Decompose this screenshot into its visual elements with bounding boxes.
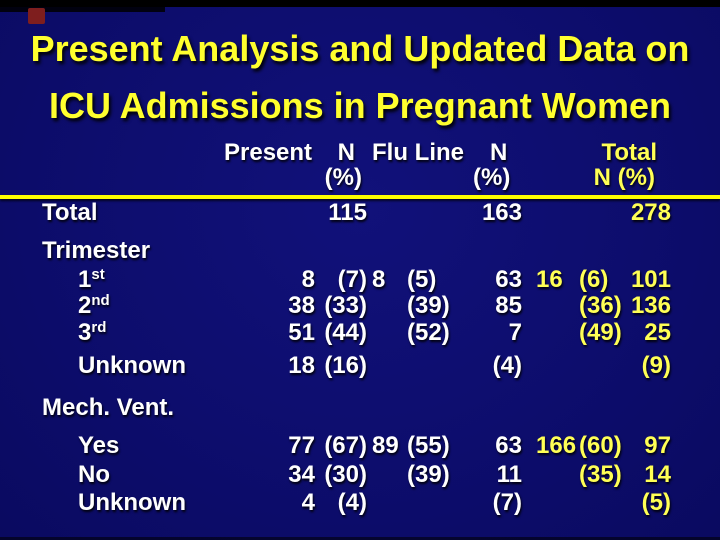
corner-decoration-square bbox=[28, 8, 45, 24]
cell-my-present-n: 77 bbox=[288, 432, 315, 459]
cell-total-overall-n: 278 bbox=[630, 199, 671, 226]
bottom-edge-decoration bbox=[0, 537, 720, 540]
row-label-mech-unknown: Unknown bbox=[78, 489, 186, 516]
table-section-trimester: Trimester bbox=[0, 238, 720, 266]
cell-t1-present-pct: (7) bbox=[337, 266, 367, 293]
cell-t2-n: 85 bbox=[495, 292, 522, 319]
cell-t2-flu-pct: (39) bbox=[407, 292, 450, 319]
table-header-row-1: Present N Flu Line N Total bbox=[0, 140, 720, 168]
cell-t1-flu-n: 8 bbox=[372, 266, 386, 293]
cell-mu-total-n2: (5) bbox=[641, 489, 671, 516]
section-label-trimester: Trimester bbox=[42, 237, 151, 264]
cell-my-total-n1: 166 bbox=[536, 432, 577, 459]
header-total-label: Total bbox=[601, 139, 657, 166]
cell-t1-flu-pct: (5) bbox=[407, 266, 437, 293]
header-flu-n-label: N bbox=[490, 139, 508, 166]
cell-mn-flu-pct: (39) bbox=[407, 461, 450, 488]
cell-t1-total-n1: 16 bbox=[536, 266, 563, 293]
header-present-n-label: N bbox=[337, 139, 355, 166]
cell-mn-present-pct: (30) bbox=[324, 461, 367, 488]
cell-tu-total-n2: (9) bbox=[641, 352, 671, 379]
cell-t1-n: 63 bbox=[495, 266, 522, 293]
cell-my-flu-pct: (55) bbox=[407, 432, 450, 459]
cell-t3-present-n: 51 bbox=[288, 319, 315, 346]
table-row-trimester-2: 2nd 38 (33) (39) 85 (36) 136 bbox=[0, 292, 720, 321]
row-label-total: Total bbox=[42, 199, 98, 226]
header-total-npct-label: N (%) bbox=[593, 164, 655, 191]
row-label-mech-no: No bbox=[78, 461, 110, 488]
cell-tu-present-n: 18 bbox=[288, 352, 315, 379]
cell-tu-present-pct: (16) bbox=[324, 352, 367, 379]
cell-t1-total-pct: (6) bbox=[579, 266, 609, 293]
cell-t2-total-n2: 136 bbox=[630, 292, 671, 319]
slide-title: Present Analysis and Updated Data on ICU… bbox=[0, 20, 720, 134]
table-section-mech-vent: Mech. Vent. bbox=[0, 395, 720, 423]
row-label-trimester-1: 1st bbox=[78, 266, 105, 293]
top-edge-decoration bbox=[0, 0, 720, 7]
header-flu-pct-label: (%) bbox=[473, 164, 511, 191]
table-row-mech-unknown: Unknown 4 (4) (7) (5) bbox=[0, 490, 720, 518]
row-label-trimester-2: 2nd bbox=[78, 292, 110, 319]
cell-t3-flu-pct: (52) bbox=[407, 319, 450, 346]
cell-my-total-n2: 97 bbox=[644, 432, 671, 459]
cell-t1-total-n2: 101 bbox=[630, 266, 671, 293]
cell-mu-n: (7) bbox=[492, 489, 522, 516]
cell-mn-total-n2: 14 bbox=[644, 461, 671, 488]
row-label-trimester-3: 3rd bbox=[78, 319, 107, 346]
table-header-row-2: (%) (%) N (%) bbox=[0, 165, 720, 193]
cell-t3-total-pct: (49) bbox=[579, 319, 622, 346]
header-divider-rule bbox=[0, 195, 720, 199]
cell-mu-present-pct: (4) bbox=[337, 489, 367, 516]
header-present-label: Present bbox=[224, 139, 313, 166]
header-flu-line-label: Flu Line bbox=[372, 139, 464, 166]
cell-tu-n: (4) bbox=[492, 352, 522, 379]
slide-title-line-1: Present Analysis and Updated Data on bbox=[30, 28, 690, 69]
cell-mu-present-n: 4 bbox=[301, 489, 315, 516]
row-label-trimester-unknown: Unknown bbox=[78, 352, 186, 379]
cell-my-present-pct: (67) bbox=[324, 432, 367, 459]
table-row-trimester-3: 3rd 51 (44) (52) 7 (49) 25 bbox=[0, 319, 720, 348]
table-row-mech-no: No 34 (30) (39) 11 (35) 14 bbox=[0, 462, 720, 490]
cell-t2-present-n: 38 bbox=[288, 292, 315, 319]
cell-total-present-n: 115 bbox=[328, 199, 367, 226]
cell-mn-n: 11 bbox=[496, 461, 522, 488]
row-label-mech-yes: Yes bbox=[78, 432, 120, 459]
ordinal-suffix: nd bbox=[91, 292, 110, 309]
ordinal-suffix: st bbox=[91, 266, 105, 283]
table-row-total: Total 115 163 278 bbox=[0, 200, 720, 228]
header-present-pct-label: (%) bbox=[324, 164, 362, 191]
cell-t3-n: 7 bbox=[508, 319, 522, 346]
cell-my-flu-n: 89 bbox=[372, 432, 399, 459]
table-row-trimester-1: 1st 8 (7) 8 (5) 63 16 (6) 101 bbox=[0, 266, 720, 295]
cell-mn-total-pct: (35) bbox=[579, 461, 622, 488]
cell-t2-total-pct: (36) bbox=[579, 292, 622, 319]
cell-my-total-pct: (60) bbox=[579, 432, 622, 459]
cell-t2-present-pct: (33) bbox=[324, 292, 367, 319]
cell-t3-total-n2: 25 bbox=[644, 319, 671, 346]
table-row-mech-yes: Yes 77 (67) 89 (55) 63 166 (60) 97 bbox=[0, 433, 720, 461]
section-label-mech-vent: Mech. Vent. bbox=[42, 394, 175, 421]
cell-t3-present-pct: (44) bbox=[324, 319, 367, 346]
cell-t1-present-n: 8 bbox=[301, 266, 315, 293]
cell-total-flu-n: 163 bbox=[481, 199, 522, 226]
slide-title-line-2: ICU Admissions in Pregnant Women bbox=[48, 85, 672, 126]
ordinal-suffix: rd bbox=[91, 319, 107, 336]
table-row-trimester-unknown: Unknown 18 (16) (4) (9) bbox=[0, 353, 720, 381]
cell-my-n: 63 bbox=[495, 432, 522, 459]
cell-mn-present-n: 34 bbox=[288, 461, 315, 488]
